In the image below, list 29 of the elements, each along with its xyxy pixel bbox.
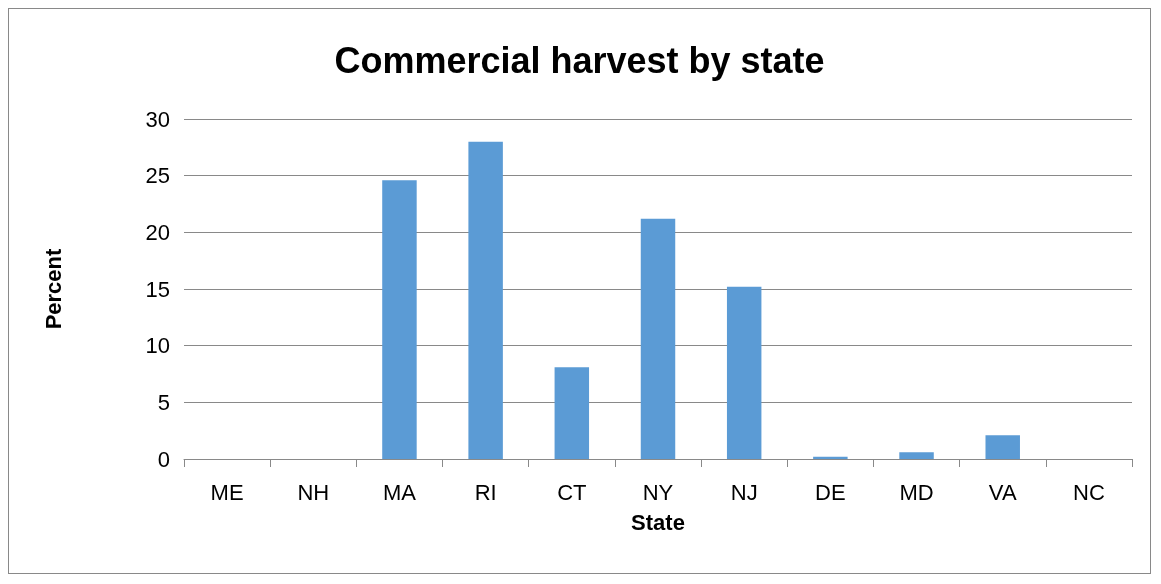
y-tick-label: 20 — [145, 219, 170, 245]
x-tick-label: DE — [815, 479, 846, 505]
bar — [640, 218, 676, 459]
x-tick-label: VA — [988, 479, 1017, 505]
y-tick-label: 15 — [145, 276, 170, 302]
x-axis-title: State — [631, 509, 685, 535]
bar — [468, 141, 503, 459]
x-tick-label: NC — [1073, 479, 1105, 505]
x-tick-label: ME — [210, 479, 244, 505]
y-tick-label: 25 — [145, 163, 170, 189]
chart-title: Commercial harvest by state — [334, 39, 825, 81]
x-tick-label: CT — [557, 479, 587, 505]
bar — [899, 452, 934, 459]
y-tick-label: 0 — [157, 446, 170, 472]
y-tick-label: 5 — [157, 389, 170, 415]
y-tick-label: 30 — [145, 106, 170, 132]
x-tick-label: NH — [297, 479, 330, 505]
x-tick-label: MD — [899, 479, 934, 505]
bar — [813, 456, 848, 459]
bar — [985, 435, 1020, 459]
x-tick-label: MA — [382, 479, 417, 505]
x-tick-label: NY — [642, 479, 674, 505]
x-tick-label: NJ — [730, 479, 758, 505]
bar — [554, 367, 590, 459]
bar — [382, 180, 417, 459]
x-tick-label: RI — [474, 479, 497, 505]
bar — [726, 286, 762, 459]
y-axis-title: Percent — [40, 247, 66, 330]
y-tick-label: 10 — [145, 333, 170, 359]
